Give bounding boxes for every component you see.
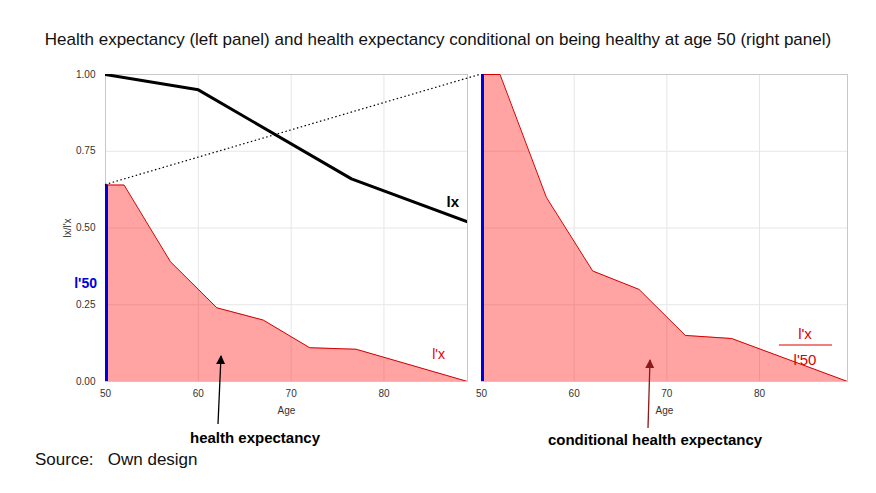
- svg-text:0.00: 0.00: [76, 376, 96, 387]
- svg-text:1.00: 1.00: [76, 69, 96, 80]
- html-text:Health expectancy (left panel): Health expectancy (left panel) and healt…: [44, 30, 832, 49]
- svg-text:Age: Age: [656, 405, 674, 416]
- svg-text:0.25: 0.25: [76, 299, 96, 310]
- svg-text:Age: Age: [278, 405, 296, 416]
- svg-text:l'x: l'x: [432, 346, 445, 362]
- svg-text:70: 70: [661, 388, 673, 399]
- svg-text:80: 80: [378, 388, 390, 399]
- svg-text:l'50: l'50: [794, 351, 817, 368]
- html-text:Source: Own design: Source: Own design: [35, 450, 198, 469]
- svg-text:0.75: 0.75: [76, 145, 96, 156]
- svg-text:l'x: l'x: [798, 325, 812, 342]
- svg-text:70: 70: [286, 388, 298, 399]
- svg-text:lx/l'x: lx/l'x: [62, 218, 73, 237]
- svg-text:health expectancy: health expectancy: [190, 429, 321, 446]
- svg-text:50: 50: [476, 388, 487, 399]
- svg-text:80: 80: [754, 388, 766, 399]
- svg-text:lx: lx: [446, 193, 459, 210]
- svg-text:conditional health expectancy: conditional health expectancy: [548, 431, 763, 448]
- svg-text:60: 60: [569, 388, 581, 399]
- svg-text:60: 60: [193, 388, 205, 399]
- svg-text:0.50: 0.50: [76, 222, 96, 233]
- svg-text:l'50: l'50: [74, 275, 97, 291]
- svg-text:50: 50: [100, 388, 112, 399]
